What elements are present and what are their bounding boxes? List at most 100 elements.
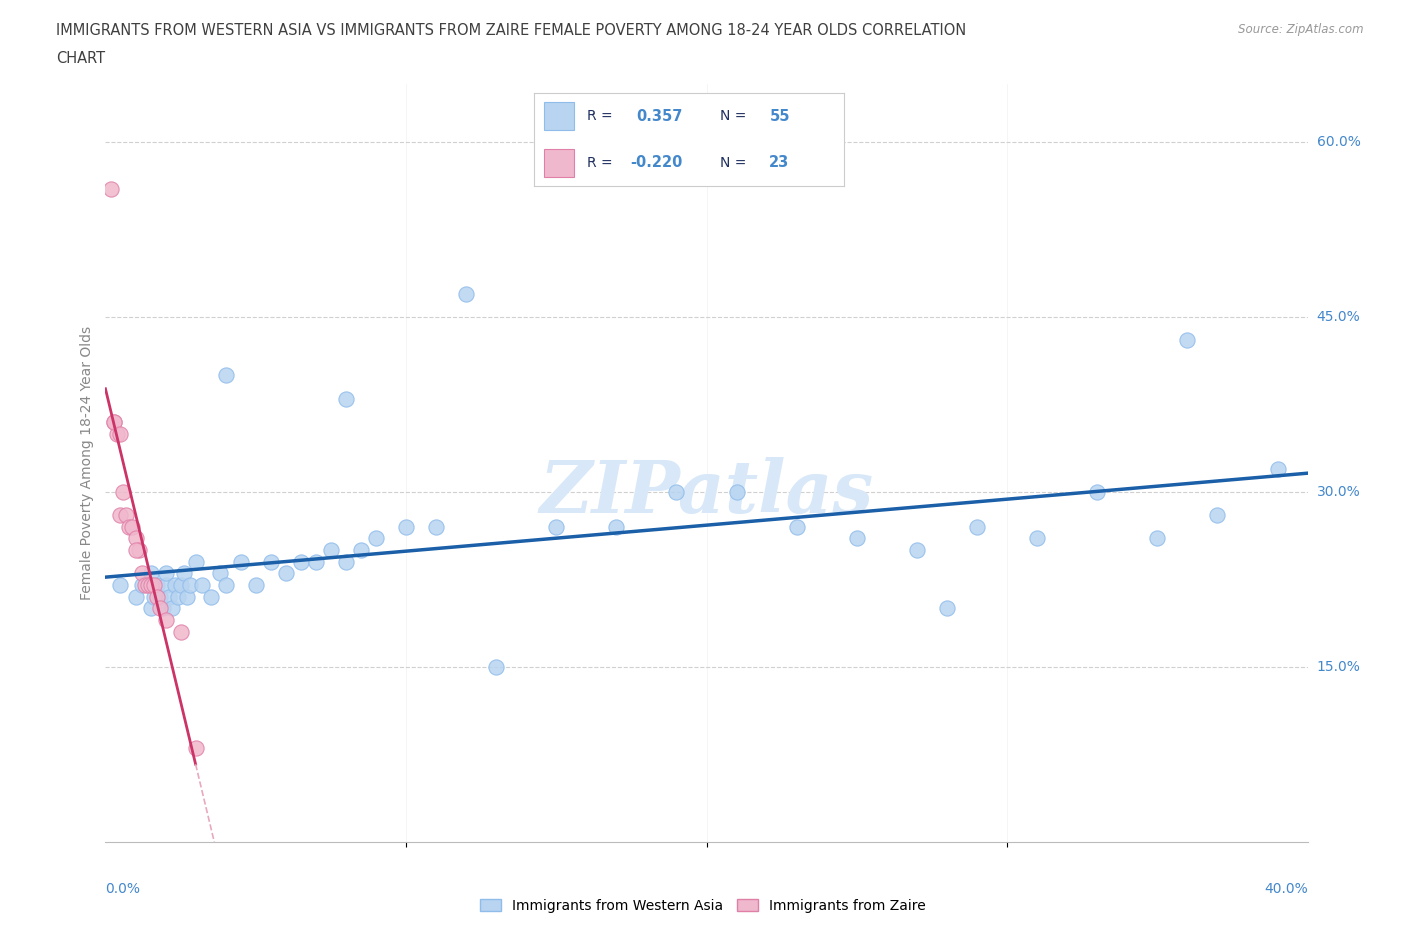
Text: N =: N = bbox=[720, 155, 747, 170]
Point bbox=[305, 554, 328, 569]
Point bbox=[335, 392, 357, 406]
Point bbox=[128, 543, 150, 558]
Point bbox=[176, 590, 198, 604]
Point bbox=[145, 578, 167, 592]
Point bbox=[335, 554, 357, 569]
Point bbox=[107, 426, 129, 441]
Text: R =: R = bbox=[586, 109, 613, 124]
Point bbox=[139, 566, 162, 581]
Point bbox=[131, 566, 153, 581]
Point bbox=[395, 519, 418, 534]
Point bbox=[100, 181, 122, 196]
Point bbox=[485, 659, 508, 674]
Point bbox=[173, 566, 195, 581]
Point bbox=[169, 624, 191, 639]
Point bbox=[142, 590, 165, 604]
Point bbox=[605, 519, 627, 534]
Text: 15.0%: 15.0% bbox=[1316, 659, 1361, 673]
Point bbox=[124, 543, 146, 558]
Text: ZIPatlas: ZIPatlas bbox=[540, 458, 873, 528]
Point bbox=[152, 601, 174, 616]
Text: CHART: CHART bbox=[56, 51, 105, 66]
Point bbox=[139, 601, 162, 616]
Point bbox=[665, 485, 688, 499]
Point bbox=[1175, 333, 1198, 348]
Point bbox=[184, 554, 207, 569]
Point bbox=[112, 485, 135, 499]
Point bbox=[110, 508, 132, 523]
Text: 55: 55 bbox=[769, 109, 790, 124]
Point bbox=[139, 578, 162, 592]
Point bbox=[786, 519, 808, 534]
Point bbox=[1206, 508, 1229, 523]
Point bbox=[1146, 531, 1168, 546]
Point bbox=[1085, 485, 1108, 499]
Bar bbox=[544, 149, 575, 177]
Text: -0.220: -0.220 bbox=[630, 155, 682, 170]
Point bbox=[905, 543, 928, 558]
Point bbox=[214, 578, 236, 592]
Point bbox=[966, 519, 988, 534]
Point bbox=[725, 485, 748, 499]
Point bbox=[110, 426, 132, 441]
Point bbox=[118, 519, 141, 534]
Point bbox=[319, 543, 342, 558]
Point bbox=[936, 601, 959, 616]
Text: 0.357: 0.357 bbox=[637, 109, 683, 124]
Point bbox=[148, 601, 170, 616]
Point bbox=[208, 566, 231, 581]
Point bbox=[456, 286, 478, 301]
Point bbox=[166, 590, 188, 604]
Text: 23: 23 bbox=[769, 155, 790, 170]
Point bbox=[1026, 531, 1049, 546]
Point bbox=[229, 554, 252, 569]
Point bbox=[131, 578, 153, 592]
Point bbox=[157, 590, 180, 604]
Point bbox=[134, 578, 156, 592]
Point bbox=[200, 590, 222, 604]
Text: Source: ZipAtlas.com: Source: ZipAtlas.com bbox=[1239, 23, 1364, 36]
Text: 30.0%: 30.0% bbox=[1316, 485, 1361, 498]
Point bbox=[103, 415, 125, 430]
Point bbox=[364, 531, 387, 546]
Point bbox=[103, 415, 125, 430]
Point bbox=[1267, 461, 1289, 476]
Bar bbox=[544, 102, 575, 130]
Point bbox=[290, 554, 312, 569]
Text: 45.0%: 45.0% bbox=[1316, 310, 1361, 324]
Point bbox=[350, 543, 373, 558]
Point bbox=[155, 613, 177, 628]
Point bbox=[121, 519, 143, 534]
Legend: Immigrants from Western Asia, Immigrants from Zaire: Immigrants from Western Asia, Immigrants… bbox=[475, 894, 931, 919]
Point bbox=[184, 741, 207, 756]
Point bbox=[124, 531, 146, 546]
Point bbox=[124, 590, 146, 604]
Point bbox=[425, 519, 447, 534]
Point bbox=[179, 578, 201, 592]
Point bbox=[145, 590, 167, 604]
Point bbox=[110, 578, 132, 592]
Point bbox=[155, 566, 177, 581]
Point bbox=[142, 578, 165, 592]
Point bbox=[260, 554, 283, 569]
Point bbox=[245, 578, 267, 592]
Point bbox=[190, 578, 212, 592]
Y-axis label: Female Poverty Among 18-24 Year Olds: Female Poverty Among 18-24 Year Olds bbox=[80, 326, 94, 600]
Point bbox=[163, 578, 186, 592]
Text: 0.0%: 0.0% bbox=[105, 883, 141, 897]
Text: R =: R = bbox=[586, 155, 613, 170]
Point bbox=[160, 601, 183, 616]
Point bbox=[136, 578, 159, 592]
Text: IMMIGRANTS FROM WESTERN ASIA VS IMMIGRANTS FROM ZAIRE FEMALE POVERTY AMONG 18-24: IMMIGRANTS FROM WESTERN ASIA VS IMMIGRAN… bbox=[56, 23, 966, 38]
Point bbox=[115, 508, 138, 523]
Point bbox=[546, 519, 568, 534]
Text: N =: N = bbox=[720, 109, 747, 124]
Point bbox=[214, 367, 236, 382]
Point bbox=[155, 578, 177, 592]
Point bbox=[274, 566, 297, 581]
Point bbox=[148, 590, 170, 604]
Point bbox=[169, 578, 191, 592]
Text: 40.0%: 40.0% bbox=[1264, 883, 1308, 897]
Point bbox=[845, 531, 868, 546]
Text: 60.0%: 60.0% bbox=[1316, 135, 1361, 149]
